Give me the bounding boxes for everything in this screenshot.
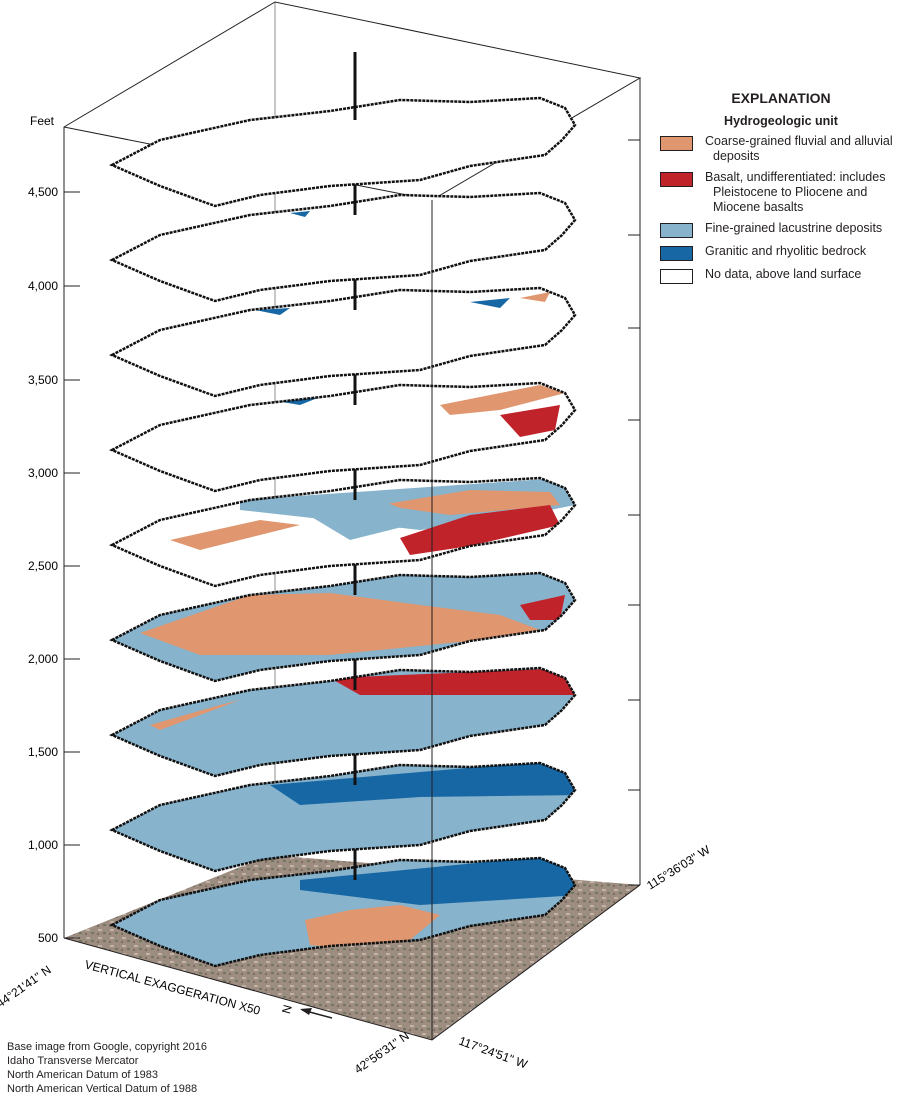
axis-tick-label: 3,500 (28, 373, 58, 387)
layer-1 (110, 812, 577, 968)
swatch (660, 223, 693, 238)
axis-tick-label: 2,000 (28, 652, 58, 666)
unit-patch (500, 405, 560, 437)
axis-tick-label: 2,500 (28, 559, 58, 573)
unit-patch (300, 858, 575, 905)
unit-patch (400, 505, 560, 555)
corner-se-longitude: 115°36'03" W (644, 842, 713, 892)
unit-patch (270, 763, 575, 805)
credit-line: Idaho Transverse Mercator (7, 1055, 139, 1067)
axis-tick-label: 4,000 (28, 279, 58, 293)
swatch (660, 172, 693, 187)
hydrogeologic-layers (110, 52, 577, 968)
swatch (660, 269, 693, 284)
corner-sw-longitude: 117°24'51" W (457, 1034, 530, 1072)
unit-patch (520, 292, 550, 302)
unit-patch (380, 490, 560, 515)
unit-patch (150, 700, 240, 730)
credit-line: North American Vertical Datum of 1988 (7, 1083, 198, 1095)
credits: Base image from Google, copyright 2016 I… (7, 1040, 207, 1096)
swatch (660, 246, 693, 261)
legend-item-fine: Fine-grained lacustrine deposits (660, 221, 902, 238)
axis-unit-label: Feet (30, 114, 55, 128)
corner-sw-latitude: 42°56'31" N (352, 1029, 412, 1077)
north-arrow-icon: N (279, 1003, 333, 1019)
legend-item-nodata: No data, above land surface (660, 267, 902, 284)
unit-patch (290, 211, 310, 217)
legend-subtitle: Hydrogeologic unit (724, 114, 838, 128)
svg-text:N: N (279, 1003, 295, 1015)
legend-item-coarse: Coarse-grained fluvial and alluvial depo… (660, 134, 902, 164)
unit-patch (300, 500, 430, 540)
unit-patch (520, 595, 565, 620)
axis-tick-label: 1,000 (28, 838, 58, 852)
elevation-axis: 4,500 4,000 3,500 3,000 2,500 2,000 1,500 1,000… (28, 185, 80, 945)
swatch (660, 136, 693, 151)
legend-title: EXPLANATION (731, 90, 831, 106)
unit-patch (330, 668, 575, 695)
unit-patch (305, 905, 440, 950)
legend-item-bedrock: Granitic and rhyolitic bedrock (660, 244, 902, 261)
axis-tick-label: 1,500 (28, 745, 58, 759)
credit-line: North American Datum of 1983 (7, 1069, 159, 1081)
axis-tick-label: 3,000 (28, 466, 58, 480)
layer-9 (110, 52, 577, 208)
unit-patch (255, 308, 290, 315)
legend: EXPLANATION Hydrogeologic unit Coarse-gr… (660, 90, 902, 290)
unit-patch (440, 385, 565, 415)
axis-tick-label: 500 (38, 931, 58, 945)
corner-nw-latitude: 44°21'41" N (0, 963, 54, 1011)
right-axis-ticks (628, 139, 640, 886)
credit-line: Base image from Google, copyright 2016 (7, 1041, 207, 1053)
unit-patch (170, 520, 300, 550)
axis-tick-label: 4,500 (28, 185, 58, 199)
legend-item-basalt: Basalt, undifferentiated: includes Pleis… (660, 170, 902, 215)
unit-patch (470, 298, 510, 308)
unit-patch (140, 593, 540, 655)
